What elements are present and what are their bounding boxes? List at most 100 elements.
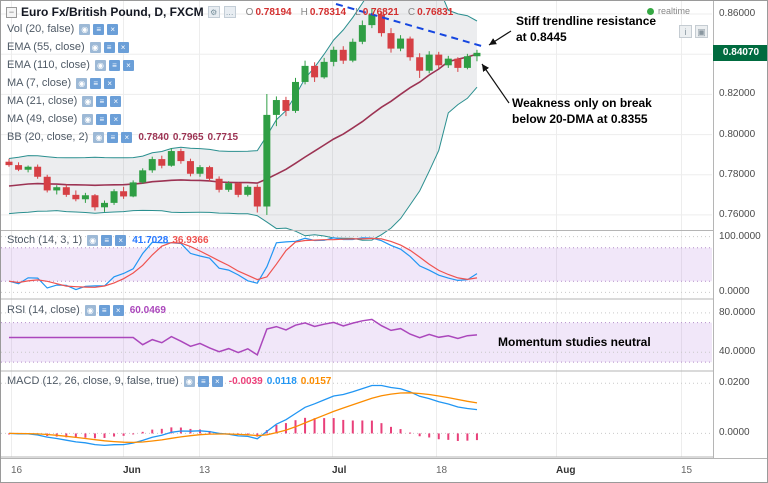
realtime-dot-icon bbox=[647, 7, 654, 15]
indicator-label[interactable]: MA (21, close) bbox=[7, 95, 78, 107]
eye-icon[interactable]: ◉ bbox=[82, 95, 94, 107]
indicator-value: 0.0157 bbox=[300, 375, 332, 387]
settings-icon[interactable]: ≡ bbox=[107, 131, 119, 143]
settings-icon[interactable]: ≡ bbox=[103, 41, 115, 53]
indicator-label[interactable]: MACD (12, 26, close, 9, false, true) bbox=[7, 375, 179, 387]
close-icon[interactable]: × bbox=[110, 113, 122, 125]
eye-icon[interactable]: ◉ bbox=[94, 59, 106, 71]
indicator-value: 60.0469 bbox=[129, 304, 166, 316]
price-tick-label: 0.0200 bbox=[719, 377, 750, 389]
eye-icon[interactable]: ◉ bbox=[76, 77, 88, 89]
settings-icon[interactable]: ≡ bbox=[101, 234, 113, 246]
time-tick-label: Jun bbox=[123, 465, 141, 476]
indicator-row: Stoch (14, 3, 1) ◉ ≡ × 41.7028 36.9366 bbox=[7, 234, 213, 246]
indicator-label[interactable]: BB (20, close, 2) bbox=[7, 131, 89, 143]
legend-collapse-icon[interactable]: − bbox=[6, 6, 17, 18]
last-price-badge: 0.84070 bbox=[713, 44, 767, 61]
settings-icon[interactable]: ≡ bbox=[90, 77, 102, 89]
symbol-more-icon[interactable]: … bbox=[223, 6, 236, 18]
indicator-label[interactable]: EMA (55, close) bbox=[7, 41, 85, 53]
symbol-settings-icon[interactable]: ⚙ bbox=[207, 6, 220, 18]
price-tick-label: 0.82000 bbox=[719, 88, 756, 100]
indicator-row: EMA (110, close) ◉ ≡ × bbox=[7, 59, 134, 71]
realtime-label: realtime bbox=[658, 6, 691, 16]
eye-icon[interactable]: ◉ bbox=[84, 304, 96, 316]
info-icon[interactable]: i bbox=[679, 25, 692, 38]
indicator-label[interactable]: Vol (20, false) bbox=[7, 23, 75, 35]
eye-icon[interactable]: ◉ bbox=[183, 375, 195, 387]
settings-icon[interactable]: ≡ bbox=[98, 304, 110, 316]
ohlc-readout: O 0.78194 H 0.78314 L 0.76821 C 0.76831 bbox=[240, 6, 454, 18]
indicator-value: 0.7965 bbox=[172, 131, 204, 143]
indicator-value: 0.7715 bbox=[207, 131, 239, 143]
indicator-values: -0.0039 0.0118 0.0157 bbox=[229, 376, 336, 387]
settings-icon[interactable]: ≡ bbox=[96, 95, 108, 107]
indicator-values: 60.0469 bbox=[130, 305, 170, 316]
close-icon[interactable]: × bbox=[211, 375, 223, 387]
indicator-label[interactable]: Stoch (14, 3, 1) bbox=[7, 234, 83, 246]
price-axis[interactable]: 0.860000.840000.820000.800000.780000.760… bbox=[713, 1, 767, 458]
settings-icon[interactable]: ≡ bbox=[108, 59, 120, 71]
price-tick-label: 0.80000 bbox=[719, 128, 756, 140]
price-tick-label: 80.0000 bbox=[719, 306, 756, 318]
high-label: H bbox=[300, 7, 308, 18]
price-tick-label: 0.86000 bbox=[719, 8, 756, 20]
price-tick-label: 100.0000 bbox=[719, 230, 761, 242]
close-icon[interactable]: × bbox=[104, 77, 116, 89]
indicator-label[interactable]: MA (49, close) bbox=[7, 113, 78, 125]
indicator-value: 0.0118 bbox=[266, 375, 297, 387]
close-icon[interactable]: × bbox=[115, 234, 127, 246]
eye-icon[interactable]: ◉ bbox=[82, 113, 94, 125]
eye-icon[interactable]: ◉ bbox=[87, 234, 99, 246]
indicator-row: RSI (14, close) ◉ ≡ × 60.0469 bbox=[7, 304, 170, 316]
annotation-weakness[interactable]: Weakness only on break below 20-DMA at 0… bbox=[512, 96, 652, 127]
annotation-line: below 20-DMA at 0.8355 bbox=[512, 111, 648, 126]
indicator-value: 0.7840 bbox=[138, 131, 169, 143]
settings-icon[interactable]: ≡ bbox=[93, 23, 105, 35]
indicator-row: MA (21, close) ◉ ≡ × bbox=[7, 95, 122, 107]
close-icon[interactable]: × bbox=[107, 23, 119, 35]
snapshot-icon[interactable]: ▣ bbox=[695, 25, 708, 38]
time-tick-label: Jul bbox=[332, 465, 347, 476]
price-tick-label: 0.76000 bbox=[719, 208, 756, 220]
time-tick-label: 18 bbox=[436, 465, 448, 476]
annotation-line: Stiff trendline resistance bbox=[516, 14, 657, 28]
indicator-row: BB (20, close, 2) ◉ ≡ × 0.7840 0.7965 0.7715 bbox=[7, 131, 242, 143]
low-value: 0.76821 bbox=[362, 7, 399, 18]
annotation-line: Momentum studies neutral bbox=[498, 335, 651, 349]
settings-icon[interactable]: ≡ bbox=[197, 375, 209, 387]
annotation-momentum[interactable]: Momentum studies neutral bbox=[498, 335, 651, 351]
close-label: C bbox=[407, 7, 416, 18]
symbol-title[interactable]: Euro Fx/British Pound, D, FXCM bbox=[21, 5, 204, 19]
indicator-values: 0.7840 0.7965 0.7715 bbox=[138, 132, 242, 143]
open-label: O bbox=[245, 7, 254, 18]
settings-icon[interactable]: ≡ bbox=[96, 113, 108, 125]
time-tick-label: 16 bbox=[11, 465, 23, 476]
price-tick-label: 0.0000 bbox=[719, 427, 750, 439]
annotation-trendline-resistance[interactable]: Stiff trendline resistance at 0.8445 bbox=[516, 14, 656, 45]
close-icon[interactable]: × bbox=[122, 59, 134, 71]
close-icon[interactable]: × bbox=[117, 41, 129, 53]
indicator-row: EMA (55, close) ◉ ≡ × bbox=[7, 41, 129, 53]
time-axis[interactable]: 16 Jun 13 Jul 18 Aug 15 bbox=[1, 458, 767, 482]
close-icon[interactable]: × bbox=[110, 95, 122, 107]
indicator-row: MA (7, close) ◉ ≡ × bbox=[7, 77, 116, 89]
indicator-value: -0.0039 bbox=[228, 375, 263, 387]
indicator-row: MACD (12, 26, close, 9, false, true) ◉ ≡ × -… bbox=[7, 375, 335, 387]
price-tick-label: 0.78000 bbox=[719, 168, 756, 180]
eye-icon[interactable]: ◉ bbox=[79, 23, 91, 35]
chart-corner-tools: i ▣ bbox=[679, 25, 708, 38]
eye-icon[interactable]: ◉ bbox=[89, 41, 101, 53]
close-icon[interactable]: × bbox=[112, 304, 124, 316]
chart-header: − Euro Fx/British Pound, D, FXCM ⚙ … O 0.… bbox=[6, 5, 453, 19]
close-icon[interactable]: × bbox=[121, 131, 133, 143]
close-value: 0.76831 bbox=[417, 7, 454, 18]
annotation-line: Weakness only on break bbox=[512, 96, 652, 110]
eye-icon[interactable]: ◉ bbox=[93, 131, 105, 143]
indicator-value: 36.9366 bbox=[172, 234, 209, 246]
high-value: 0.78314 bbox=[309, 7, 347, 18]
indicator-label[interactable]: MA (7, close) bbox=[7, 77, 72, 89]
indicator-label[interactable]: RSI (14, close) bbox=[7, 304, 80, 316]
indicator-label[interactable]: EMA (110, close) bbox=[7, 59, 90, 71]
